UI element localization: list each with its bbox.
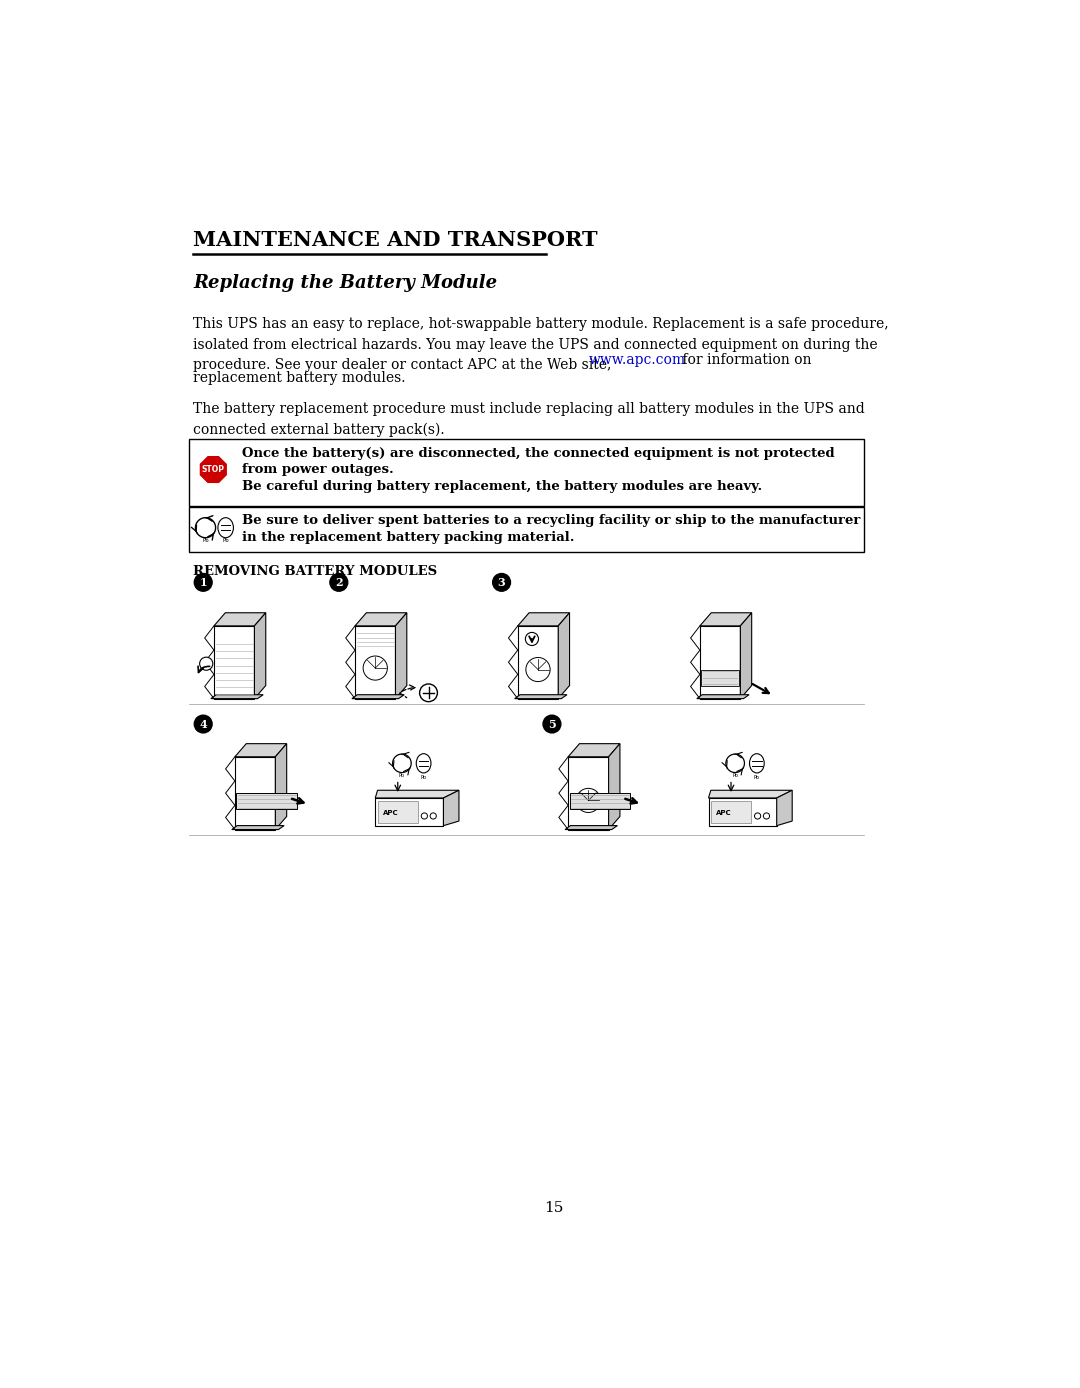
- Polygon shape: [741, 612, 752, 698]
- Text: APC: APC: [716, 811, 732, 816]
- Text: 1: 1: [200, 577, 207, 589]
- Polygon shape: [697, 695, 750, 698]
- Polygon shape: [352, 695, 404, 698]
- Bar: [568, 756, 609, 830]
- Text: REMOVING BATTERY MODULES: REMOVING BATTERY MODULES: [193, 565, 437, 579]
- Polygon shape: [568, 744, 620, 756]
- Bar: [708, 798, 777, 826]
- Bar: [189, 507, 864, 551]
- Bar: [700, 626, 741, 698]
- Circle shape: [492, 573, 511, 591]
- Polygon shape: [708, 790, 793, 798]
- Text: Pb: Pb: [202, 539, 208, 543]
- Circle shape: [764, 813, 770, 819]
- Text: STOP: STOP: [202, 465, 225, 475]
- Polygon shape: [609, 744, 620, 830]
- Text: for information on: for information on: [678, 354, 812, 368]
- Text: Be sure to deliver spent batteries to a recycling facility or ship to the manufa: Be sure to deliver spent batteries to a …: [242, 514, 861, 527]
- Circle shape: [194, 715, 212, 733]
- Circle shape: [543, 715, 561, 733]
- Bar: [375, 798, 444, 826]
- Polygon shape: [275, 744, 286, 830]
- Circle shape: [200, 657, 213, 670]
- Text: www.apc.com: www.apc.com: [589, 354, 686, 368]
- Circle shape: [421, 813, 428, 819]
- Text: Pb: Pb: [732, 773, 738, 779]
- Polygon shape: [777, 790, 793, 826]
- Text: The battery replacement procedure must include replacing all battery modules in : The battery replacement procedure must i…: [193, 403, 865, 437]
- Bar: [189, 439, 864, 507]
- Circle shape: [755, 813, 760, 819]
- Polygon shape: [395, 612, 407, 698]
- Circle shape: [430, 813, 436, 819]
- Text: Pb: Pb: [420, 775, 427, 780]
- Text: Pb: Pb: [754, 775, 760, 780]
- Text: MAINTENANCE AND TRANSPORT: MAINTENANCE AND TRANSPORT: [193, 230, 597, 250]
- Polygon shape: [234, 744, 286, 756]
- Text: Pb: Pb: [222, 539, 229, 543]
- Text: Once the battery(s) are disconnected, the connected equipment is not protected: Once the battery(s) are disconnected, th…: [242, 447, 835, 459]
- Text: 5: 5: [548, 719, 556, 730]
- Bar: [355, 626, 395, 698]
- Text: 4: 4: [200, 719, 207, 730]
- Bar: [712, 801, 751, 823]
- Bar: [234, 756, 275, 830]
- Text: APC: APC: [383, 811, 399, 816]
- Polygon shape: [199, 455, 228, 484]
- Text: 3: 3: [498, 577, 505, 589]
- Polygon shape: [565, 826, 618, 830]
- Circle shape: [329, 573, 348, 591]
- Circle shape: [525, 633, 539, 645]
- Text: from power outages.: from power outages.: [242, 464, 394, 476]
- Text: Replacing the Battery Module: Replacing the Battery Module: [193, 275, 497, 293]
- Bar: [701, 669, 739, 686]
- Polygon shape: [211, 695, 264, 698]
- Polygon shape: [558, 612, 569, 698]
- Bar: [378, 801, 418, 823]
- Text: 2: 2: [335, 577, 342, 589]
- Polygon shape: [355, 612, 407, 626]
- Polygon shape: [214, 612, 266, 626]
- Polygon shape: [232, 826, 284, 830]
- Circle shape: [194, 573, 212, 591]
- Bar: [237, 793, 297, 809]
- Polygon shape: [700, 612, 752, 626]
- Text: Pb: Pb: [399, 773, 405, 779]
- Text: This UPS has an easy to replace, hot-swappable battery module. Replacement is a : This UPS has an easy to replace, hot-swa…: [193, 318, 889, 372]
- Text: in the replacement battery packing material.: in the replacement battery packing mater…: [242, 530, 575, 544]
- Bar: [569, 793, 631, 809]
- Polygon shape: [515, 695, 567, 698]
- Polygon shape: [255, 612, 266, 698]
- Polygon shape: [444, 790, 459, 826]
- Polygon shape: [517, 612, 569, 626]
- Bar: [214, 626, 255, 698]
- Text: replacement battery modules.: replacement battery modules.: [193, 371, 406, 386]
- Polygon shape: [375, 790, 459, 798]
- Text: 15: 15: [544, 1202, 563, 1216]
- Bar: [517, 626, 558, 698]
- Text: Be careful during battery replacement, the battery modules are heavy.: Be careful during battery replacement, t…: [242, 480, 762, 493]
